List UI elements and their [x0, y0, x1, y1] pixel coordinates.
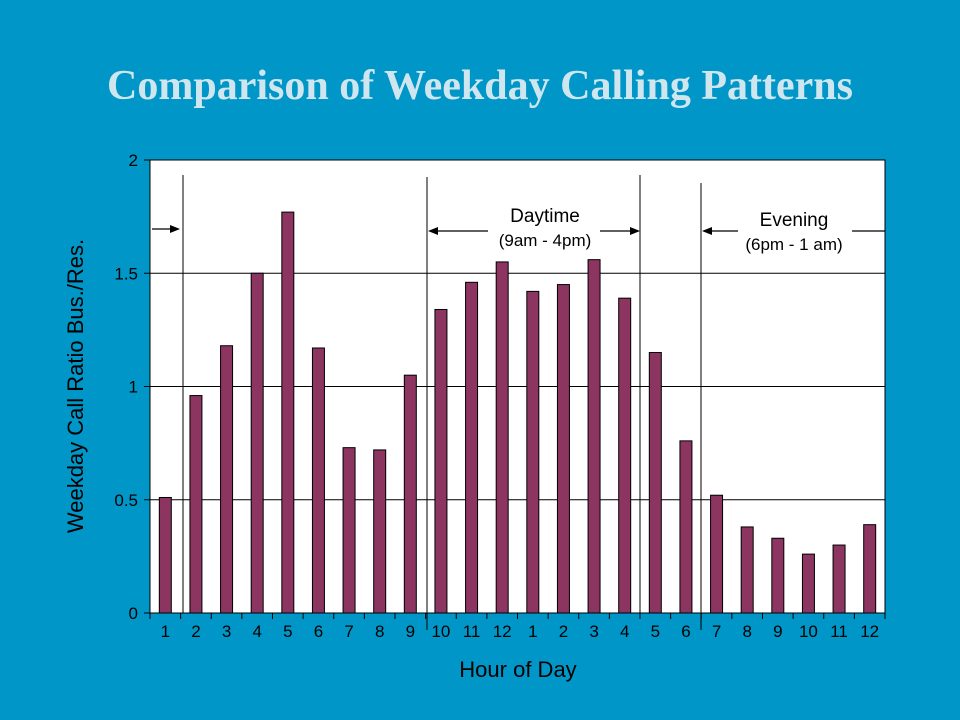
x-tick-label-14: 2	[559, 622, 568, 641]
bar-12	[495, 261, 509, 614]
x-tick-label-19: 7	[712, 622, 721, 641]
bar-15	[587, 259, 601, 614]
y-axis-title: Weekday Call Ratio Bus./Res.	[63, 239, 88, 533]
y-tick-label-0: 0	[129, 604, 138, 623]
bar-9	[403, 374, 417, 614]
bar-13	[526, 290, 540, 614]
bar-17	[648, 352, 662, 614]
x-tick-label-17: 5	[651, 622, 660, 641]
evening-label: Evening	[760, 210, 829, 231]
x-tick-label-15: 3	[589, 622, 598, 641]
bar-1	[158, 496, 172, 614]
daytime-hours: (9am - 4pm)	[499, 231, 592, 250]
night-arrowhead	[170, 225, 180, 233]
axes	[144, 159, 886, 619]
y-tick-labels: 0 0.5 1 1.5 2	[114, 151, 138, 623]
period-dividers	[182, 175, 702, 630]
bar-2	[189, 395, 203, 614]
x-tick-label-23: 11	[830, 622, 848, 641]
x-tick-label-7: 7	[344, 622, 353, 641]
x-tick-label-12: 12	[493, 622, 512, 641]
x-tick-label-10: 10	[431, 622, 450, 641]
bar-20	[740, 526, 754, 614]
daytime-arrowhead-left	[428, 227, 438, 235]
x-tick-label-24: 12	[860, 622, 879, 641]
x-tick-label-21: 9	[773, 622, 782, 641]
y-tick-label-2: 1	[129, 378, 138, 397]
bar-3	[220, 345, 234, 614]
bar-19	[710, 494, 724, 614]
x-tick-label-16: 4	[620, 622, 629, 641]
y-tick-label-1: 0.5	[114, 491, 138, 510]
bar-21	[771, 537, 785, 614]
x-tick-label-5: 5	[283, 622, 292, 641]
bar-16	[618, 297, 632, 614]
bar-14	[556, 284, 570, 614]
x-tick-label-6: 6	[314, 622, 323, 641]
bar-8	[373, 449, 387, 614]
bar-4	[250, 272, 264, 614]
slide-title: Comparison of Weekday Calling Patterns	[107, 63, 853, 109]
night-annotation	[152, 225, 180, 233]
bar-23	[832, 544, 846, 614]
x-tick-label-8: 8	[375, 622, 384, 641]
bar-18	[679, 440, 693, 614]
evening-arrowhead-left	[702, 227, 712, 235]
x-axis-title: Hour of Day	[459, 657, 576, 682]
daytime-annotation: Daytime (9am - 4pm)	[428, 200, 640, 254]
bar-10	[434, 308, 448, 614]
evening-annotation: Evening (6pm - 1 am)	[702, 204, 885, 258]
bar-22	[801, 553, 815, 614]
daytime-label: Daytime	[510, 206, 580, 227]
x-tick-label-13: 1	[528, 622, 537, 641]
evening-hours: (6pm - 1 am)	[745, 235, 842, 254]
x-tick-label-3: 3	[222, 622, 231, 641]
bar-5	[281, 211, 295, 614]
x-tick-labels: 1 2 3 4 5 6 7 8 9 10 11 12 1 2 3 4 5 6 7 8 9 10 11 12	[161, 622, 880, 641]
x-tick-label-1: 1	[161, 622, 170, 641]
bar-11	[465, 281, 479, 614]
bar-6	[311, 347, 325, 614]
x-tick-label-9: 9	[406, 622, 415, 641]
daytime-arrowhead-right	[630, 227, 640, 235]
x-tick-label-2: 2	[191, 622, 200, 641]
x-tick-label-18: 6	[681, 622, 690, 641]
x-tick-label-20: 8	[742, 622, 751, 641]
x-tick-label-11: 11	[463, 622, 481, 641]
x-tick-label-4: 4	[252, 622, 261, 641]
bar-24	[863, 524, 877, 614]
y-tick-label-3: 1.5	[114, 264, 138, 283]
x-tick-label-22: 10	[799, 622, 818, 641]
y-tick-label-4: 2	[129, 151, 138, 170]
bar-7	[342, 447, 356, 614]
